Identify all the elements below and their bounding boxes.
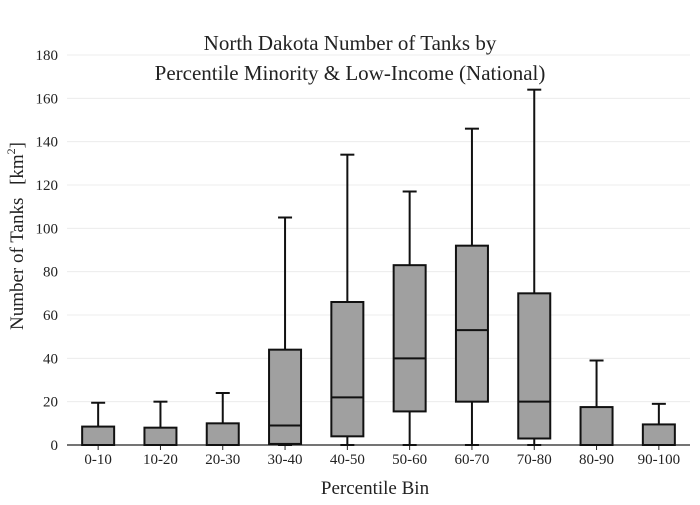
x-tick-label: 0-10 [84,452,112,468]
box-80-90 [579,359,614,447]
interquartile-box [454,244,489,403]
box-40-50 [330,153,365,446]
box-0-10 [81,401,116,447]
y-tick-label: 180 [36,48,59,64]
chart-title-line-1: North Dakota Number of Tanks by [204,31,497,55]
box-20-30 [205,392,240,447]
gridlines [67,54,690,403]
interquartile-box [268,348,303,445]
y-tick-label: 100 [36,221,59,237]
interquartile-box [517,292,552,440]
x-tick-label: 60-70 [454,452,489,468]
box-30-40 [268,216,303,446]
y-axis-unit: [km [7,154,28,185]
box-90-100 [641,402,676,446]
y-tick-label: 40 [43,351,58,367]
y-tick-label: 140 [36,135,59,151]
y-tick-label: 80 [43,265,58,281]
interquartile-box [81,425,116,447]
x-tick-label: 80-90 [579,452,614,468]
y-axis-title: Number of Tanks [km2] [4,142,28,330]
x-tick-label: 20-30 [205,452,240,468]
y-tick-label: 0 [51,438,59,454]
interquartile-box [205,422,240,447]
y-tick-label: 160 [36,91,59,107]
interquartile-box [641,423,676,446]
x-tick-label: 90-100 [638,452,681,468]
box-60-70 [454,127,489,446]
x-axis-title: Percentile Bin [321,478,430,499]
x-tick-label: 70-80 [517,452,552,468]
interquartile-box [330,301,365,438]
interquartile-box [392,264,427,413]
y-tick-label: 120 [36,178,59,194]
x-tick-label: 30-40 [268,452,303,468]
y-axis-unit-superscript: 2 [4,148,18,154]
x-tick-label: 50-60 [392,452,427,468]
box-50-60 [392,190,427,446]
interquartile-box [143,426,178,446]
box-70-80 [517,88,552,446]
x-tick-label: 40-50 [330,452,365,468]
box-10-20 [143,400,178,446]
y-axis-title-text: Number of Tanks [7,198,28,330]
chart-title-line-2: Percentile Minority & Low-Income (Nation… [155,61,546,85]
interquartile-box [579,406,614,447]
y-tick-label: 20 [43,395,58,411]
boxes [81,88,676,447]
y-axis-unit-close: ] [7,142,28,148]
x-tick-label: 10-20 [143,452,178,468]
y-tick-label: 60 [43,308,58,324]
